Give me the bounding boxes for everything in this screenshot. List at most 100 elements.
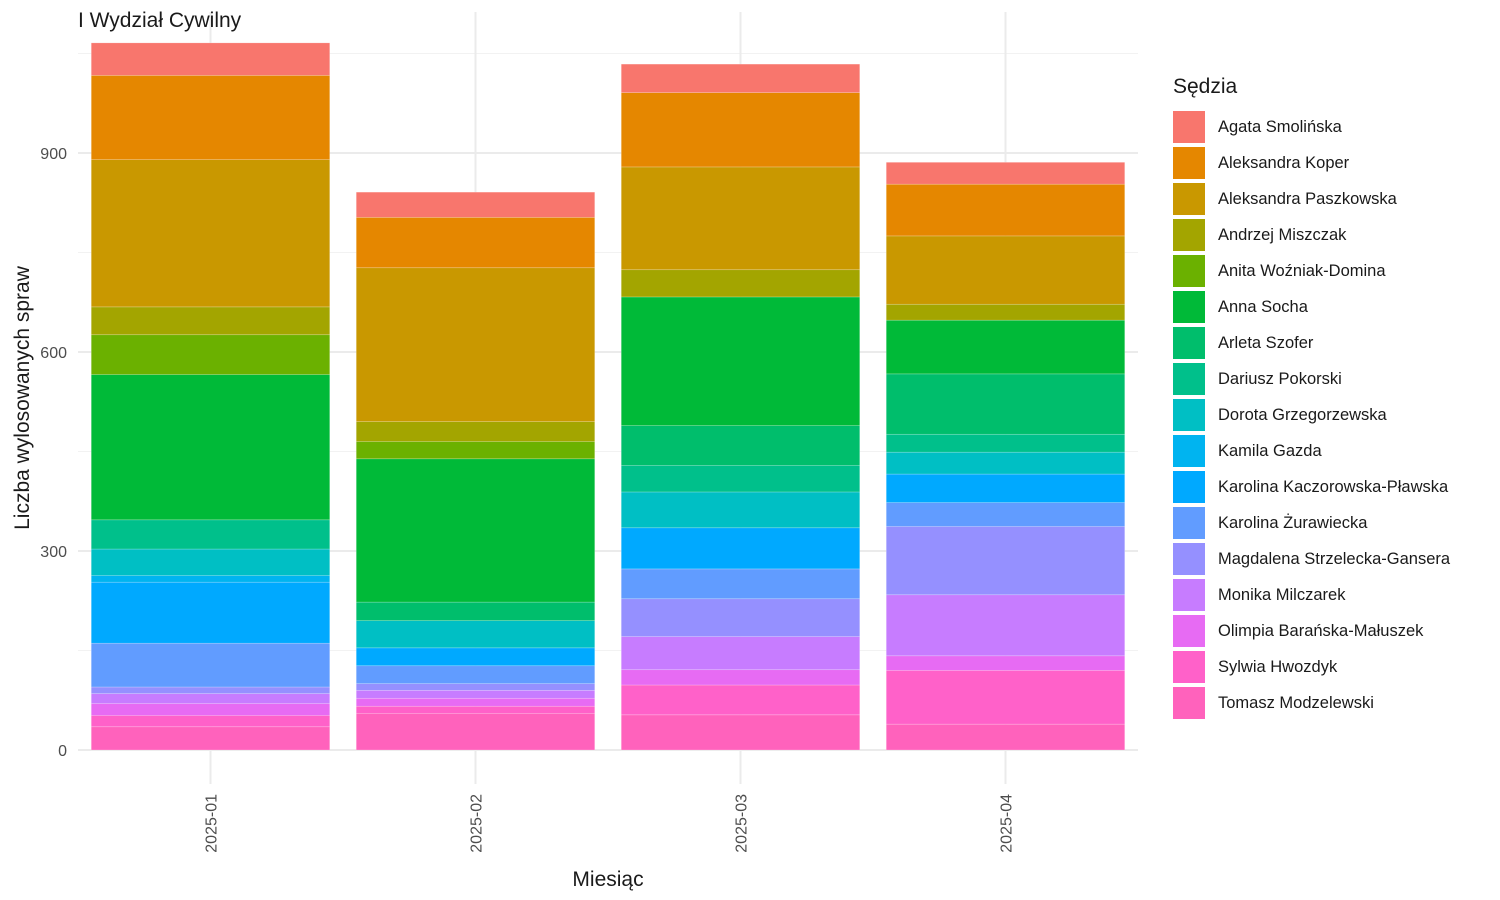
bar-segment — [355, 441, 596, 460]
legend-item: Karolina Żurawiecka — [1172, 505, 1492, 541]
legend-swatch — [1172, 542, 1206, 576]
legend-label: Agata Smolińska — [1218, 117, 1342, 136]
legend-swatch — [1172, 254, 1206, 288]
y-tick-label: 600 — [40, 345, 67, 362]
legend-swatch — [1172, 398, 1206, 432]
bar-segment — [885, 161, 1126, 185]
bar-segment — [355, 191, 596, 218]
legend-label: Monika Milczarek — [1218, 585, 1346, 604]
legend-item: Karolina Kaczorowska-Pławska — [1172, 469, 1492, 505]
bar-segment — [90, 519, 331, 550]
bar-segment — [90, 334, 331, 375]
x-tick-labels: 2025-01 2025-02 2025-03 2025-04 — [204, 794, 1016, 853]
y-axis-label: Liczba wylosowanych spraw — [11, 265, 34, 530]
bars — [90, 42, 1126, 751]
legend-swatch — [1172, 614, 1206, 648]
bar-segment — [885, 373, 1126, 435]
bar-segment — [355, 267, 596, 422]
legend-item: Kamila Gazda — [1172, 433, 1492, 469]
legend-item: Sylwia Hwozdyk — [1172, 649, 1492, 685]
legend-label: Olimpia Barańska-Małuszek — [1218, 621, 1424, 640]
legend-label: Aleksandra Paszkowska — [1218, 189, 1397, 208]
legend-label: Sylwia Hwozdyk — [1218, 657, 1338, 676]
bar-segment — [885, 451, 1126, 475]
legend-label: Anita Woźniak-Domina — [1218, 261, 1386, 280]
legend-item: Andrzej Miszczak — [1172, 217, 1492, 253]
bar-segment — [620, 92, 861, 168]
bar-segment — [90, 693, 331, 704]
legend-swatch — [1172, 362, 1206, 396]
bar-segment — [355, 689, 596, 699]
x-tick-label: 2025-04 — [999, 794, 1016, 853]
bar-segment — [90, 686, 331, 694]
bar-segment — [90, 726, 331, 751]
legend-swatch — [1172, 290, 1206, 324]
chart-title: I Wydział Cywilny — [78, 9, 242, 32]
bar-segment — [90, 374, 331, 521]
bar-segment — [355, 683, 596, 691]
legend-swatch — [1172, 506, 1206, 540]
bar-segment — [620, 527, 861, 570]
legend-swatch — [1172, 146, 1206, 180]
legend-item: Aleksandra Paszkowska — [1172, 181, 1492, 217]
bar-segment — [885, 303, 1126, 321]
bar-segment — [885, 723, 1126, 751]
x-tick-label: 2025-01 — [204, 794, 221, 853]
legend-item: Olimpia Barańska-Małuszek — [1172, 613, 1492, 649]
bar-segment — [620, 465, 861, 493]
bar-segment — [355, 665, 596, 684]
legend-label: Tomasz Modzelewski — [1218, 693, 1374, 712]
bar-segment — [620, 296, 861, 426]
bar-segment — [90, 703, 331, 716]
bar-segment — [885, 670, 1126, 725]
legend-label: Magdalena Strzelecka-Gansera — [1218, 549, 1451, 568]
legend-label: Arleta Szofer — [1218, 333, 1314, 352]
legend-label: Karolina Żurawiecka — [1218, 513, 1368, 532]
bar-segment — [620, 491, 861, 529]
legend-item: Arleta Szofer — [1172, 325, 1492, 361]
bar-segment — [620, 598, 861, 637]
y-tick-label: 300 — [40, 544, 67, 561]
legend-item: Monika Milczarek — [1172, 577, 1492, 613]
bar-segment — [355, 217, 596, 269]
bar-segment — [620, 568, 861, 600]
legend-label: Aleksandra Koper — [1218, 153, 1350, 172]
bar-segment — [885, 319, 1126, 375]
legend-item: Dorota Grzegorzewska — [1172, 397, 1492, 433]
legend-swatch — [1172, 218, 1206, 252]
legend-label: Andrzej Miszczak — [1218, 225, 1347, 244]
y-tick-label: 0 — [58, 743, 67, 760]
bar-segment — [355, 421, 596, 442]
legend-item: Aleksandra Koper — [1172, 145, 1492, 181]
legend-swatch — [1172, 182, 1206, 216]
bar-segment — [355, 620, 596, 649]
bar-segment — [90, 159, 331, 308]
legend-label: Kamila Gazda — [1218, 441, 1322, 460]
bar-segment — [620, 714, 861, 751]
x-tick-label: 2025-03 — [734, 794, 751, 853]
bar-segment — [885, 526, 1126, 596]
legend-label: Karolina Kaczorowska-Pławska — [1218, 477, 1449, 496]
bar-segment — [355, 458, 596, 603]
legend-label: Dariusz Pokorski — [1218, 369, 1342, 388]
bar-segment — [90, 575, 331, 583]
bar-segment — [620, 269, 861, 298]
bar-segment — [885, 235, 1126, 305]
legend-swatch — [1172, 686, 1206, 720]
legend-swatch — [1172, 470, 1206, 504]
legend-swatch — [1172, 326, 1206, 360]
bar-segment — [90, 548, 331, 576]
bar-segment — [90, 642, 331, 688]
legend-swatch — [1172, 578, 1206, 612]
bar-segment — [90, 306, 331, 336]
bar-segment — [355, 647, 596, 667]
bar-segment — [885, 473, 1126, 503]
y-tick-label: 900 — [40, 146, 67, 163]
legend-swatch — [1172, 110, 1206, 144]
legend-swatch — [1172, 434, 1206, 468]
bar-segment — [620, 63, 861, 93]
legend-swatch — [1172, 650, 1206, 684]
bar-segment — [885, 183, 1126, 237]
legend-label: Dorota Grzegorzewska — [1218, 405, 1387, 424]
